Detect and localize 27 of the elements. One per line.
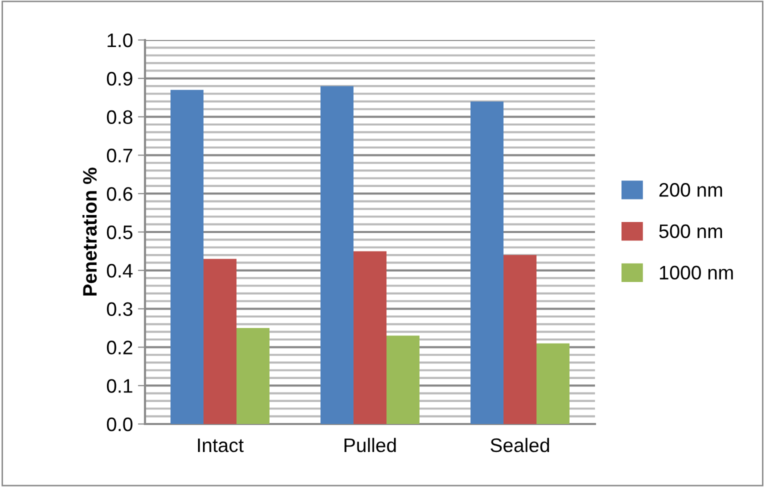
y-tick-label: 0.6	[106, 187, 132, 201]
bar	[386, 336, 420, 424]
bar	[236, 328, 270, 424]
x-tick-label: Intact	[198, 438, 244, 452]
bar	[354, 251, 386, 424]
y-tick-label: 0.5	[106, 225, 132, 240]
y-tick-label: 0.7	[106, 148, 132, 162]
bar	[170, 90, 204, 424]
legend-label: 1000 nm	[660, 266, 733, 280]
y-tick-label: 0.4	[106, 264, 133, 278]
y-tick-label: 0.3	[106, 302, 132, 316]
x-tick-label: Sealed	[490, 438, 550, 452]
bar	[536, 343, 570, 424]
legend-label: 500 nm	[659, 224, 722, 238]
y-tick-label: 0.9	[106, 72, 132, 86]
x-tick-label: Pulled	[344, 438, 396, 452]
y-tick-label: 0.8	[106, 110, 132, 124]
legend-label: 200 nm	[659, 183, 722, 197]
bar	[470, 101, 504, 424]
bar	[504, 255, 536, 424]
bar	[204, 258, 236, 424]
y-axis-title: Penetration %	[82, 168, 97, 296]
y-tick-label: 1.0	[108, 33, 132, 48]
y-tick-label: 0.2	[106, 340, 132, 354]
y-tick-label: 0.0	[106, 417, 132, 432]
y-tick-label: 0.1	[106, 379, 132, 393]
bar	[320, 86, 354, 424]
